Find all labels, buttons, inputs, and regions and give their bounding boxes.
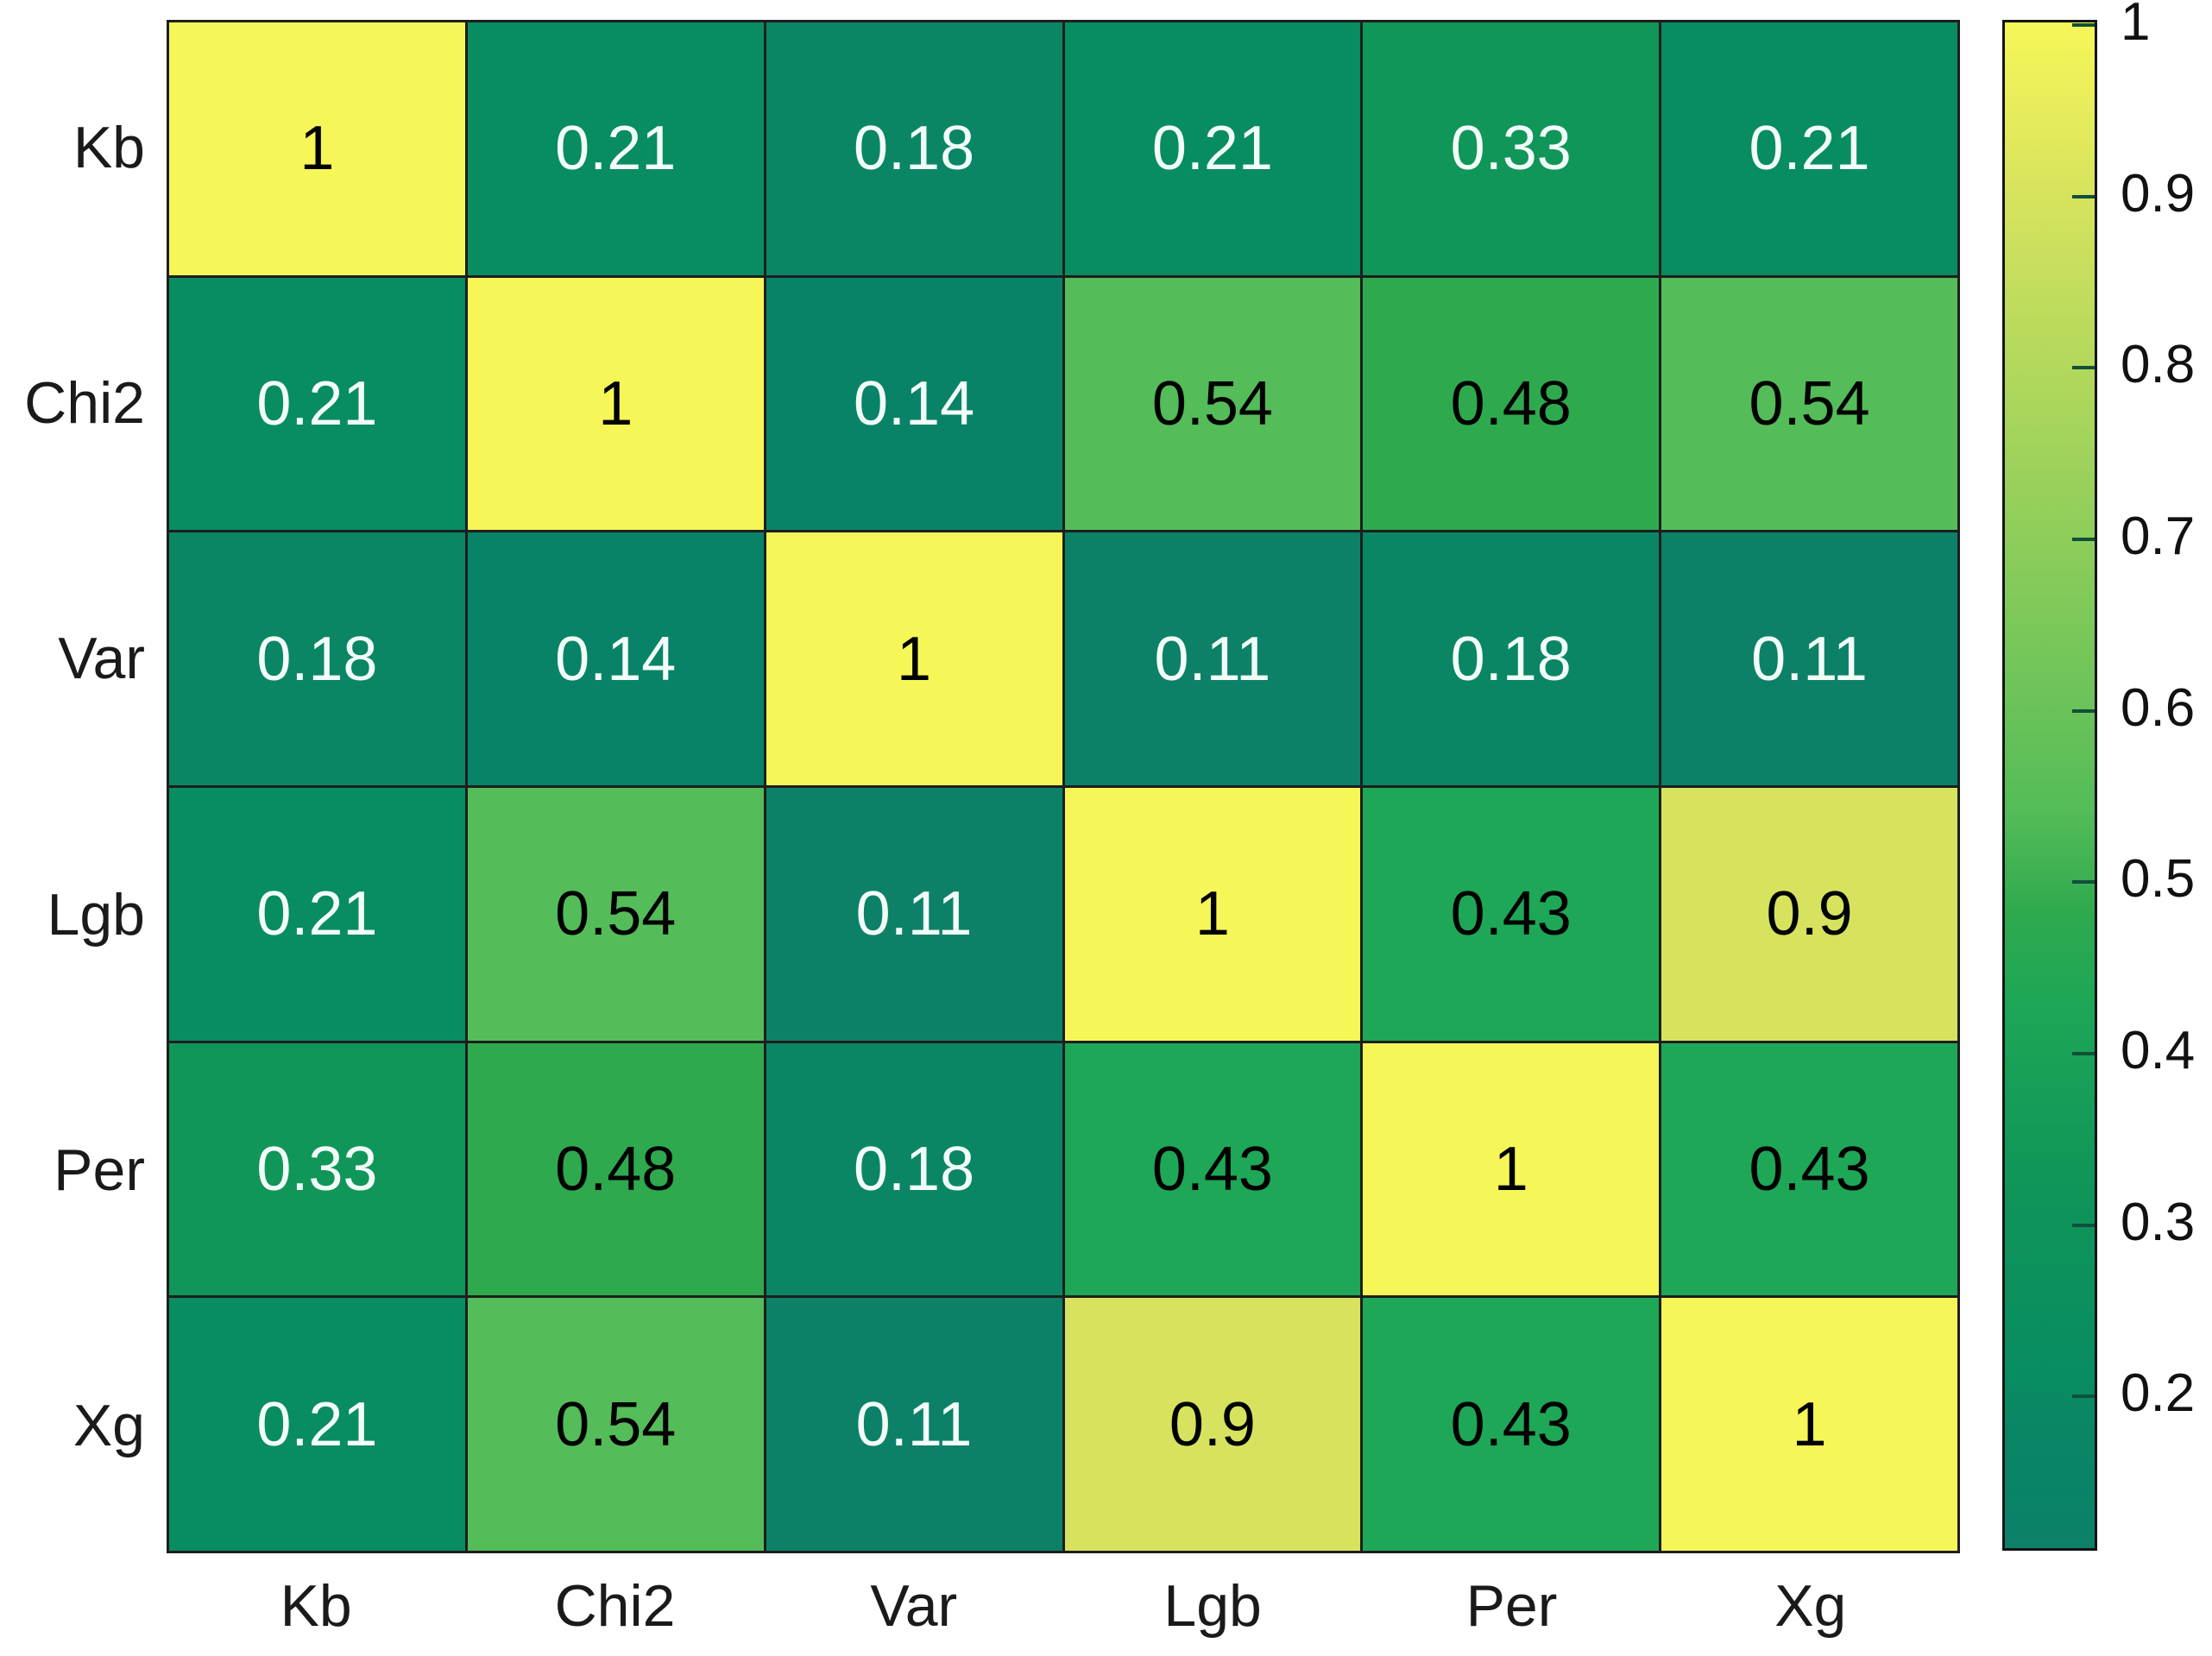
heatmap-cell-Chi2-Lgb: 0.54 xyxy=(1064,277,1361,531)
heatmap-cell-Kb-Var: 0.18 xyxy=(766,22,1062,275)
heatmap-cell-Per-Var: 0.18 xyxy=(766,1042,1062,1296)
colorbar-tick-1 xyxy=(2072,23,2095,27)
colorbar-tick-0.8 xyxy=(2072,366,2095,370)
y-axis-label-Xg: Xg xyxy=(72,1392,145,1458)
x-axis-label-Per: Per xyxy=(1465,1573,1558,1639)
colorbar-tick-0.4 xyxy=(2072,1051,2095,1055)
heatmap-cell-Kb-Kb: 1 xyxy=(169,22,465,275)
colorbar-label-0.6: 0.6 xyxy=(2121,677,2196,738)
colorbar-label-0.8: 0.8 xyxy=(2121,335,2196,395)
colorbar-label-0.7: 0.7 xyxy=(2121,506,2196,566)
x-axis-label-Var: Var xyxy=(870,1573,958,1639)
heatmap-cell-Lgb-Chi2: 0.54 xyxy=(467,787,764,1041)
heatmap-cell-Var-Kb: 0.18 xyxy=(169,532,465,785)
heatmap-cell-Xg-Per: 0.43 xyxy=(1363,1298,1660,1551)
heatmap-cell-Kb-Per: 0.33 xyxy=(1363,22,1660,275)
heatmap-cell-Per-Kb: 0.33 xyxy=(169,1042,465,1296)
heatmap-cell-Chi2-Chi2: 1 xyxy=(467,277,764,531)
heatmap-cell-Xg-Lgb: 0.9 xyxy=(1064,1298,1361,1551)
colorbar xyxy=(2002,20,2097,1551)
colorbar-label-0.5: 0.5 xyxy=(2121,849,2196,910)
heatmap-cell-Xg-Xg: 1 xyxy=(1661,1298,1957,1551)
heatmap-cell-Lgb-Var: 0.11 xyxy=(766,787,1062,1041)
heatmap-cell-Per-Chi2: 0.48 xyxy=(467,1042,764,1296)
colorbar-tick-0.3 xyxy=(2072,1223,2095,1227)
heatmap-cell-Lgb-Per: 0.43 xyxy=(1363,787,1660,1041)
x-axis-label-Kb: Kb xyxy=(280,1573,352,1639)
colorbar-tick-0.6 xyxy=(2072,708,2095,713)
colorbar-label-0.4: 0.4 xyxy=(2121,1020,2196,1080)
heatmap-cell-Xg-Var: 0.11 xyxy=(766,1298,1062,1551)
y-axis-labels: Kb Chi2 Var Lgb Per Xg xyxy=(0,20,148,1553)
heatmap-cell-Var-Per: 0.18 xyxy=(1363,532,1660,785)
y-axis-label-Per: Per xyxy=(54,1137,145,1203)
heatmap-cell-Per-Xg: 0.43 xyxy=(1661,1042,1957,1296)
colorbar-tick-0.5 xyxy=(2072,880,2095,885)
x-axis-label-Chi2: Chi2 xyxy=(554,1573,676,1639)
heatmap-cell-Kb-Chi2: 0.21 xyxy=(467,22,764,275)
y-axis-label-Lgb: Lgb xyxy=(47,881,145,948)
heatmap-cell-Chi2-Per: 0.48 xyxy=(1363,277,1660,531)
colorbar-tick-0.2 xyxy=(2072,1395,2095,1399)
heatmap-cell-Chi2-Xg: 0.54 xyxy=(1661,277,1957,531)
y-axis-label-Kb: Kb xyxy=(72,115,145,181)
colorbar-tick-0.7 xyxy=(2072,537,2095,541)
colorbar-label-0.2: 0.2 xyxy=(2121,1363,2196,1424)
heatmap-cell-Per-Per: 1 xyxy=(1363,1042,1660,1296)
colorbar-label-1: 1 xyxy=(2121,0,2151,52)
heatmap-cell-Kb-Lgb: 0.21 xyxy=(1064,22,1361,275)
y-axis-label-Chi2: Chi2 xyxy=(24,370,145,437)
heatmap-cell-Var-Chi2: 0.14 xyxy=(467,532,764,785)
heatmap-cell-Xg-Kb: 0.21 xyxy=(169,1298,465,1551)
heatmap-cell-Lgb-Xg: 0.9 xyxy=(1661,787,1957,1041)
heatmap-cell-Chi2-Var: 0.14 xyxy=(766,277,1062,531)
colorbar-tick-0.9 xyxy=(2072,194,2095,198)
heatmap-grid: 1 0.21 0.18 0.21 0.33 0.21 0.21 1 0.14 0.54 0.48 0.… xyxy=(167,20,1960,1553)
colorbar-label-0.3: 0.3 xyxy=(2121,1192,2196,1252)
heatmap-cell-Chi2-Kb: 0.21 xyxy=(169,277,465,531)
heatmap-cell-Lgb-Lgb: 1 xyxy=(1064,787,1361,1041)
x-axis-labels: Kb Chi2 Var Lgb Per Xg xyxy=(167,1556,1960,1656)
y-axis-label-Var: Var xyxy=(58,626,145,692)
heatmap-cell-Xg-Chi2: 0.54 xyxy=(467,1298,764,1551)
x-axis-label-Xg: Xg xyxy=(1774,1573,1847,1639)
x-axis-label-Lgb: Lgb xyxy=(1163,1573,1262,1639)
heatmap-cell-Var-Xg: 0.11 xyxy=(1661,532,1957,785)
colorbar-label-0.9: 0.9 xyxy=(2121,163,2196,224)
heatmap-cell-Var-Lgb: 0.11 xyxy=(1064,532,1361,785)
heatmap-cell-Kb-Xg: 0.21 xyxy=(1661,22,1957,275)
heatmap-cell-Per-Lgb: 0.43 xyxy=(1064,1042,1361,1296)
heatmap-cell-Lgb-Kb: 0.21 xyxy=(169,787,465,1041)
heatmap-cell-Var-Var: 1 xyxy=(766,532,1062,785)
